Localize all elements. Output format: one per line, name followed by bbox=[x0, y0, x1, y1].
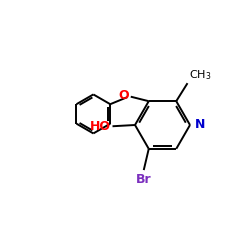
Text: N: N bbox=[194, 118, 205, 132]
Text: HO: HO bbox=[90, 120, 111, 133]
Text: CH$_3$: CH$_3$ bbox=[189, 68, 212, 82]
Text: Br: Br bbox=[136, 173, 152, 186]
Text: O: O bbox=[119, 89, 129, 102]
